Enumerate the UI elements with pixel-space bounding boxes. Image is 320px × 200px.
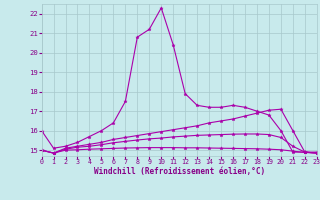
X-axis label: Windchill (Refroidissement éolien,°C): Windchill (Refroidissement éolien,°C) (94, 167, 265, 176)
